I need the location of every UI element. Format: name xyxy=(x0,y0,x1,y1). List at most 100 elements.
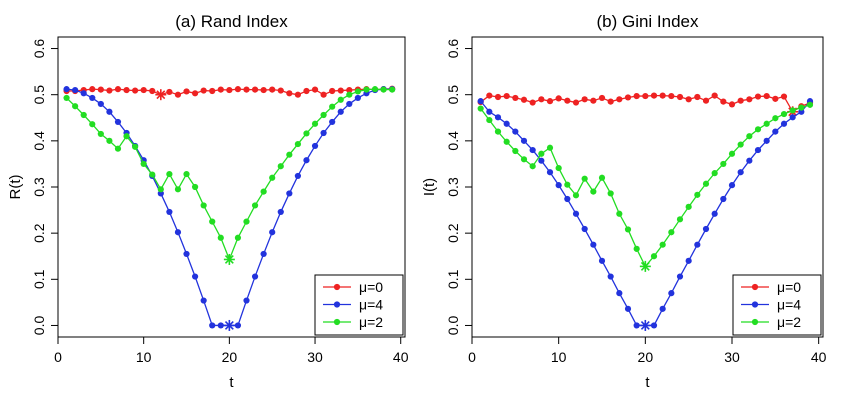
series-point xyxy=(251,273,259,280)
series-point xyxy=(702,225,710,233)
series-point xyxy=(789,114,796,121)
series-point xyxy=(149,87,156,95)
series-point xyxy=(772,115,779,122)
series-point xyxy=(217,234,224,241)
series-point xyxy=(166,208,173,216)
series-point xyxy=(97,100,104,108)
series-point xyxy=(624,94,632,101)
legend-marker xyxy=(333,301,341,308)
legend: μ=0 μ=4μ=2 xyxy=(732,274,822,336)
series-point xyxy=(512,147,519,155)
series-point xyxy=(191,273,199,280)
series-point xyxy=(668,92,675,100)
series-point xyxy=(486,108,493,115)
series-point xyxy=(780,120,788,127)
series-point xyxy=(607,98,614,105)
series-point xyxy=(564,195,571,203)
series-point xyxy=(477,98,484,105)
series-point xyxy=(711,170,718,177)
series-point xyxy=(303,87,310,95)
series-point xyxy=(538,96,545,103)
series-point xyxy=(149,171,156,178)
legend-marker xyxy=(333,318,341,326)
y-axis-label: I(t) xyxy=(421,178,438,196)
star-stroke xyxy=(640,321,650,330)
series-point xyxy=(234,234,242,241)
series-point xyxy=(486,92,493,99)
series-point xyxy=(633,245,640,252)
series-point xyxy=(89,121,96,128)
series-point xyxy=(337,108,344,115)
series-point xyxy=(260,86,267,94)
series-point xyxy=(650,92,658,99)
series-point xyxy=(380,86,387,93)
series-point xyxy=(106,108,113,115)
series-point xyxy=(191,183,199,191)
series-1 xyxy=(63,85,396,101)
series-point xyxy=(728,182,736,189)
series-point xyxy=(89,94,96,102)
chart-title: (a) Rand Index xyxy=(175,12,288,31)
series-point xyxy=(607,273,614,280)
series-point xyxy=(598,94,606,102)
series-point xyxy=(320,129,327,137)
series-point xyxy=(616,96,623,103)
series-point xyxy=(676,216,684,223)
series-point xyxy=(581,175,588,182)
y-tick-label: 0.5 xyxy=(31,85,47,105)
x-tick-label: 20 xyxy=(638,349,654,365)
series-point xyxy=(633,92,640,100)
y-tick-label: 0.1 xyxy=(445,269,461,289)
series-point xyxy=(746,157,753,164)
series-point xyxy=(174,91,182,98)
legend-marker xyxy=(751,301,759,308)
series-2 xyxy=(477,98,814,331)
series-point xyxy=(720,195,727,203)
series-point xyxy=(737,97,744,104)
series-point xyxy=(546,169,554,176)
legend-label: μ=2 xyxy=(359,314,383,330)
series-star-marker xyxy=(639,319,651,331)
series-point xyxy=(320,111,327,119)
series-point xyxy=(311,120,319,127)
y-tick-label: 0.0 xyxy=(31,316,47,336)
x-tick-label: 10 xyxy=(136,349,152,365)
y-tick-label: 0.4 xyxy=(445,131,461,151)
series-point xyxy=(806,101,814,108)
series-point xyxy=(659,305,666,312)
series-point xyxy=(772,128,779,135)
series-point xyxy=(555,182,562,189)
series-point xyxy=(260,188,267,195)
series-point xyxy=(486,116,493,124)
series-point xyxy=(337,96,344,103)
series-point xyxy=(598,174,606,181)
star-stroke xyxy=(224,321,234,330)
series-point xyxy=(294,140,302,148)
series-point xyxy=(512,128,519,135)
series-point xyxy=(311,86,319,93)
y-tick-label: 0.6 xyxy=(445,39,461,59)
series-point xyxy=(80,90,87,97)
series-point xyxy=(157,186,164,193)
series-point xyxy=(780,93,788,100)
y-tick-label: 0.5 xyxy=(445,85,461,105)
series-point xyxy=(581,96,588,103)
series-point xyxy=(72,103,79,110)
series-point xyxy=(711,92,718,99)
series-point xyxy=(780,110,788,118)
series-point xyxy=(174,186,182,193)
series-point xyxy=(711,210,718,217)
series-point xyxy=(132,87,139,94)
series-point xyxy=(572,99,580,106)
series-point xyxy=(503,92,510,100)
series-point xyxy=(329,118,336,126)
series-point xyxy=(763,120,770,127)
series-point xyxy=(329,87,336,95)
series-point xyxy=(303,157,310,164)
series-point xyxy=(685,203,692,210)
series-point xyxy=(114,145,122,152)
series-point xyxy=(624,305,632,312)
x-tick-label: 0 xyxy=(54,349,62,365)
y-tick-label: 0.6 xyxy=(31,39,47,59)
